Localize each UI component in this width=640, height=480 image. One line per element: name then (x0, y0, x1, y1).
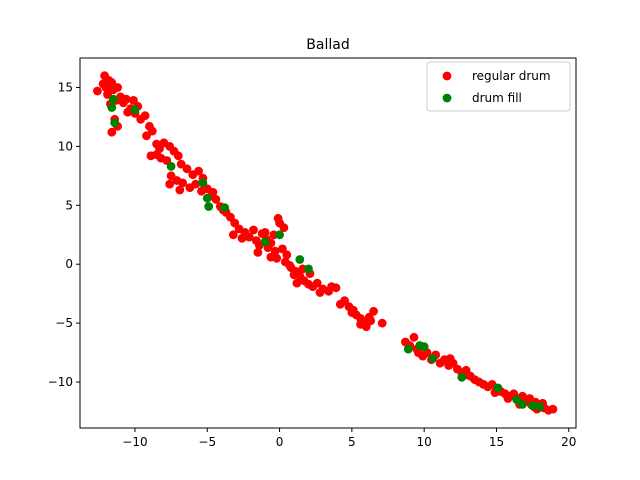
regular-drum-point (315, 288, 325, 297)
legend-box (426, 61, 571, 112)
regular-drum-point (260, 228, 270, 237)
regular-drum-point (409, 332, 419, 342)
drum-fill-point (493, 383, 503, 393)
legend: regular drum drum fill (426, 61, 571, 112)
y-tick-label: 15 (58, 80, 73, 94)
regular-drum-point (208, 187, 218, 197)
regular-drum-point (366, 316, 376, 326)
x-tick-label: 15 (489, 435, 504, 449)
drum-fill-point (535, 402, 545, 412)
drum-fill-point (457, 372, 467, 382)
y-tick-label: −10 (48, 375, 73, 389)
regular-drum-point (279, 223, 289, 233)
drum-fill-point (108, 94, 118, 104)
y-axis-ticks: −10 −5 0 5 10 15 (48, 80, 80, 389)
regular-drum-point (348, 305, 358, 315)
drum-fill-point (110, 118, 120, 128)
drum-fill-point (107, 103, 117, 112)
regular-drum-point (165, 179, 175, 189)
drum-fill-point (166, 162, 176, 171)
legend-marker (442, 93, 452, 103)
regular-drum-point (445, 354, 455, 363)
drum-fill-point (198, 178, 208, 188)
regular-drum-point (93, 86, 102, 96)
x-tick-label: −5 (198, 435, 216, 449)
regular-drum-point (129, 96, 138, 105)
regular-drum-point (548, 404, 558, 414)
x-tick-label: 10 (417, 435, 432, 449)
chart-title: Ballad (306, 37, 349, 53)
regular-drum-point (191, 179, 201, 189)
x-tick-label: 5 (348, 435, 356, 449)
drum-fill-point (403, 344, 413, 354)
regular-drum-point (289, 270, 299, 280)
drum-fill-point (304, 264, 313, 274)
regular-drum-point (107, 78, 117, 88)
regular-drum-point (211, 195, 221, 204)
regular-drum-point (101, 83, 111, 92)
regular-drum-point (146, 151, 156, 161)
regular-drum-point (377, 318, 387, 328)
x-tick-label: 0 (276, 435, 284, 449)
drum-fill-point (528, 401, 537, 410)
x-tick-label: −10 (122, 435, 147, 449)
regular-drum-point (331, 283, 341, 293)
regular-drum-point (244, 232, 254, 242)
regular-drum-point (182, 164, 192, 174)
drum-fill-point (220, 203, 230, 213)
regular-drum-point (273, 213, 283, 223)
legend-marker (442, 71, 452, 81)
regular-drum-point (188, 170, 198, 180)
drum-fill-point (428, 354, 438, 363)
regular-drum-point (173, 151, 183, 161)
regular-drum-point (253, 248, 263, 257)
drum-fill-point (202, 193, 212, 203)
regular-drum-point (113, 83, 122, 92)
y-tick-label: 0 (65, 257, 73, 271)
regular-drum-point (237, 233, 247, 243)
legend-label: regular drum (472, 69, 551, 83)
drum-fill-point (130, 105, 140, 115)
regular-drum-point (335, 299, 345, 309)
regular-drum-point (292, 278, 302, 288)
y-tick-label: 10 (58, 139, 73, 153)
x-axis-ticks: −10 −5 0 5 10 15 20 (122, 428, 576, 449)
regular-drum-point (123, 107, 133, 117)
regular-drum-point (369, 306, 378, 316)
regular-drum-point (525, 394, 535, 403)
legend-label: drum fill (472, 91, 522, 105)
drum-fill-point (204, 202, 214, 211)
regular-drum-point (175, 185, 185, 195)
regular-drum-point (140, 111, 150, 121)
plot-frame (79, 57, 577, 429)
regular-drum-point (178, 178, 188, 188)
regular-drum-point (503, 394, 513, 403)
regular-drum-point (249, 225, 258, 235)
regular-drum-point (142, 131, 151, 141)
regular-drum-point (228, 230, 238, 240)
regular-drum-point (266, 252, 276, 262)
regular-drum-point (121, 94, 131, 104)
drum-fill-point (518, 400, 527, 409)
regular-drum-point (312, 278, 322, 288)
drum-fill-point (275, 230, 284, 240)
regular-drum-point (285, 261, 295, 270)
drum-fill-point (260, 237, 270, 247)
drum-fill-point (419, 342, 429, 352)
x-tick-label: 20 (561, 435, 576, 449)
regular-drum-point (107, 127, 117, 137)
drum-fill-point (295, 255, 305, 264)
regular-drum-point (356, 319, 365, 329)
y-tick-label: −5 (55, 316, 73, 330)
y-tick-label: 5 (65, 198, 73, 212)
regular-drum-point (282, 250, 292, 260)
data-points (93, 71, 558, 415)
